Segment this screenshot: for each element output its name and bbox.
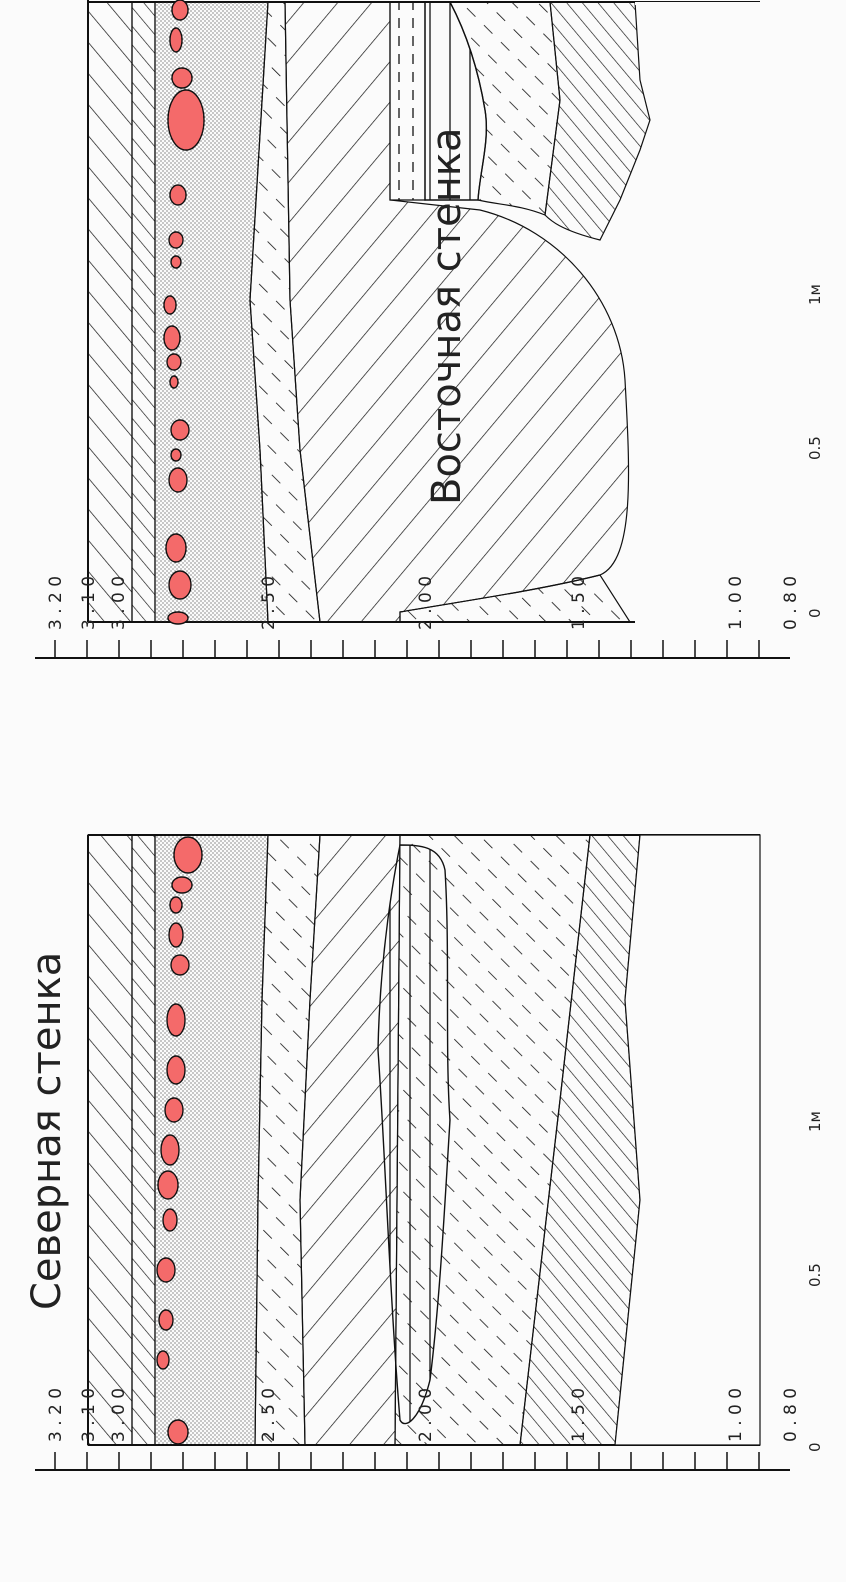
- north-wall-profile: [87, 834, 761, 1446]
- stone: [168, 922, 184, 948]
- north-depth-label: 0 . 8 0: [781, 1388, 801, 1442]
- north-lens: [377, 844, 451, 1425]
- stone: [167, 1419, 189, 1445]
- north-depth-label: 3 . 1 0: [79, 1388, 99, 1442]
- east-depth-label: 1 . 0 0: [726, 576, 746, 630]
- north-depth-label: 3 . 0 0: [109, 1388, 129, 1442]
- east-depth-label: 3 . 2 0: [46, 576, 66, 630]
- north-depth-label: 1 . 0 0: [726, 1388, 746, 1442]
- north-layer-topsoil: [87, 834, 133, 1446]
- north-depth-label: 1 . 5 0: [569, 1388, 589, 1442]
- east-layer-dashed-base: [399, 574, 632, 623]
- stone: [157, 1170, 179, 1200]
- east-depth-label: 2 . 0 0: [416, 576, 436, 630]
- east-distance-label: 0: [806, 608, 824, 618]
- scale-ticks: 3 . 2 0 3 . 1 0 3 . 0 0 2 . 5 0 2 . 0 0 1 . 5…: [46, 284, 824, 1470]
- stone: [168, 231, 184, 249]
- east-layer-thin: [131, 1, 156, 623]
- stone: [160, 1134, 180, 1166]
- east-depth-label: 1 . 5 0: [569, 576, 589, 630]
- stone: [156, 1257, 176, 1283]
- stone: [171, 0, 189, 21]
- stone: [156, 1350, 170, 1370]
- north-distance-label: 1м: [806, 1111, 824, 1132]
- stone: [165, 533, 187, 563]
- stone: [163, 295, 177, 315]
- stone: [170, 419, 190, 441]
- north-layer-thin: [131, 834, 156, 1446]
- east-wall-title: Восточная стенка: [424, 128, 470, 505]
- east-distance-label: 1м: [806, 284, 824, 305]
- north-stones: [156, 836, 203, 1445]
- east-depth-label: 2 . 5 0: [259, 576, 279, 630]
- east-layer-topsoil: [87, 1, 133, 623]
- stone: [166, 353, 182, 371]
- east-depth-label: 3 . 0 0: [109, 576, 129, 630]
- north-distance-label: 0: [806, 1442, 824, 1452]
- east-layer-dashed-lower: [449, 1, 561, 216]
- north-depth-label: 3 . 2 0: [46, 1388, 66, 1442]
- east-depth-label: 3 . 1 0: [79, 576, 99, 630]
- east-depth-label: 0 . 8 0: [781, 576, 801, 630]
- stone: [158, 1309, 174, 1331]
- stone: [166, 1003, 186, 1037]
- east-distance-label: 0.5: [806, 436, 824, 460]
- east-lens-dashed: [389, 1, 426, 201]
- stone: [169, 375, 179, 389]
- stone: [169, 27, 183, 53]
- stone: [166, 1055, 186, 1085]
- stone: [173, 836, 203, 874]
- stone: [169, 896, 183, 914]
- stone: [168, 467, 188, 493]
- stone: [170, 255, 182, 269]
- stone: [168, 570, 192, 600]
- stone: [169, 184, 187, 206]
- east-layer-bottom: [544, 1, 651, 241]
- north-layer-bedrock: [614, 834, 761, 1446]
- stone: [171, 67, 193, 89]
- stone: [167, 611, 189, 625]
- stone: [170, 954, 190, 976]
- stone: [164, 1097, 184, 1123]
- stone: [171, 876, 193, 894]
- east-wall-profile: [87, 0, 760, 625]
- north-depth-label: 2 . 5 0: [259, 1388, 279, 1442]
- north-wall-title: Северная стенка: [24, 952, 70, 1310]
- east-stones: [163, 0, 205, 625]
- stone: [163, 325, 181, 351]
- stone: [162, 1208, 178, 1232]
- stone: [170, 448, 182, 462]
- north-depth-label: 2 . 0 0: [416, 1388, 436, 1442]
- stone: [167, 89, 205, 151]
- north-distance-label: 0.5: [806, 1263, 824, 1287]
